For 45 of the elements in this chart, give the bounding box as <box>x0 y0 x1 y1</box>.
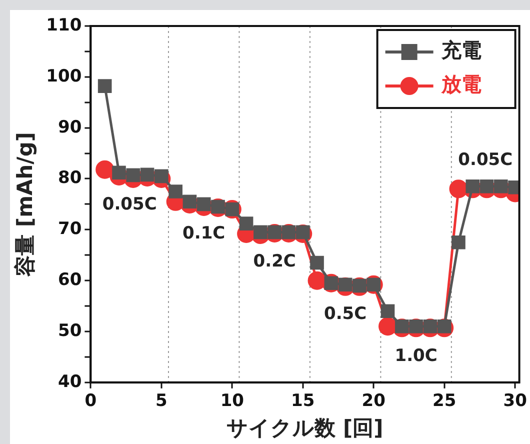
point <box>494 179 508 194</box>
x-axis-title: サイクル数 [回] <box>226 416 384 440</box>
point <box>112 166 126 180</box>
y-tick-label: 100 <box>46 66 82 86</box>
point <box>96 160 114 179</box>
point <box>466 179 480 194</box>
point <box>182 194 197 209</box>
legend-label: 放電 <box>440 72 482 96</box>
point <box>310 256 324 270</box>
point <box>409 319 423 334</box>
point <box>126 168 140 182</box>
point <box>98 79 112 93</box>
x-tick-label: 20 <box>362 391 386 412</box>
point <box>196 197 211 212</box>
x-tick-label: 0 <box>84 391 97 412</box>
legend-label: 充電 <box>440 38 482 62</box>
point <box>168 184 182 198</box>
point <box>254 225 268 240</box>
point <box>423 319 438 334</box>
annotation: 0.05C <box>102 194 157 215</box>
x-tick-label: 15 <box>291 391 315 412</box>
x-tick-label: 25 <box>432 391 456 412</box>
point <box>282 225 296 240</box>
y-tick-label: 40 <box>58 372 82 392</box>
x-tick-label: 5 <box>155 391 168 412</box>
y-tick-label: 90 <box>58 117 82 138</box>
annotation: 1.0C <box>394 346 438 366</box>
point <box>140 168 154 182</box>
y-tick-label: 70 <box>58 219 82 240</box>
y-tick-label: 80 <box>58 168 82 188</box>
annotation: 0.05C <box>458 150 513 170</box>
annotation: 0.2C <box>253 252 296 272</box>
point <box>239 216 254 230</box>
y-axis-title: 容量 [mAh/g] <box>13 132 38 278</box>
annotation: 0.1C <box>182 224 226 244</box>
point <box>154 169 168 184</box>
annotation: 0.5C <box>324 304 367 324</box>
y-tick-label: 60 <box>58 270 82 290</box>
y-tick-label: 50 <box>58 320 82 341</box>
y-tick-label: 110 <box>46 15 82 36</box>
point <box>380 304 395 318</box>
point <box>452 235 466 250</box>
x-tick-label: 10 <box>220 391 244 412</box>
x-tick-label: 30 <box>503 391 528 412</box>
point <box>480 179 494 194</box>
